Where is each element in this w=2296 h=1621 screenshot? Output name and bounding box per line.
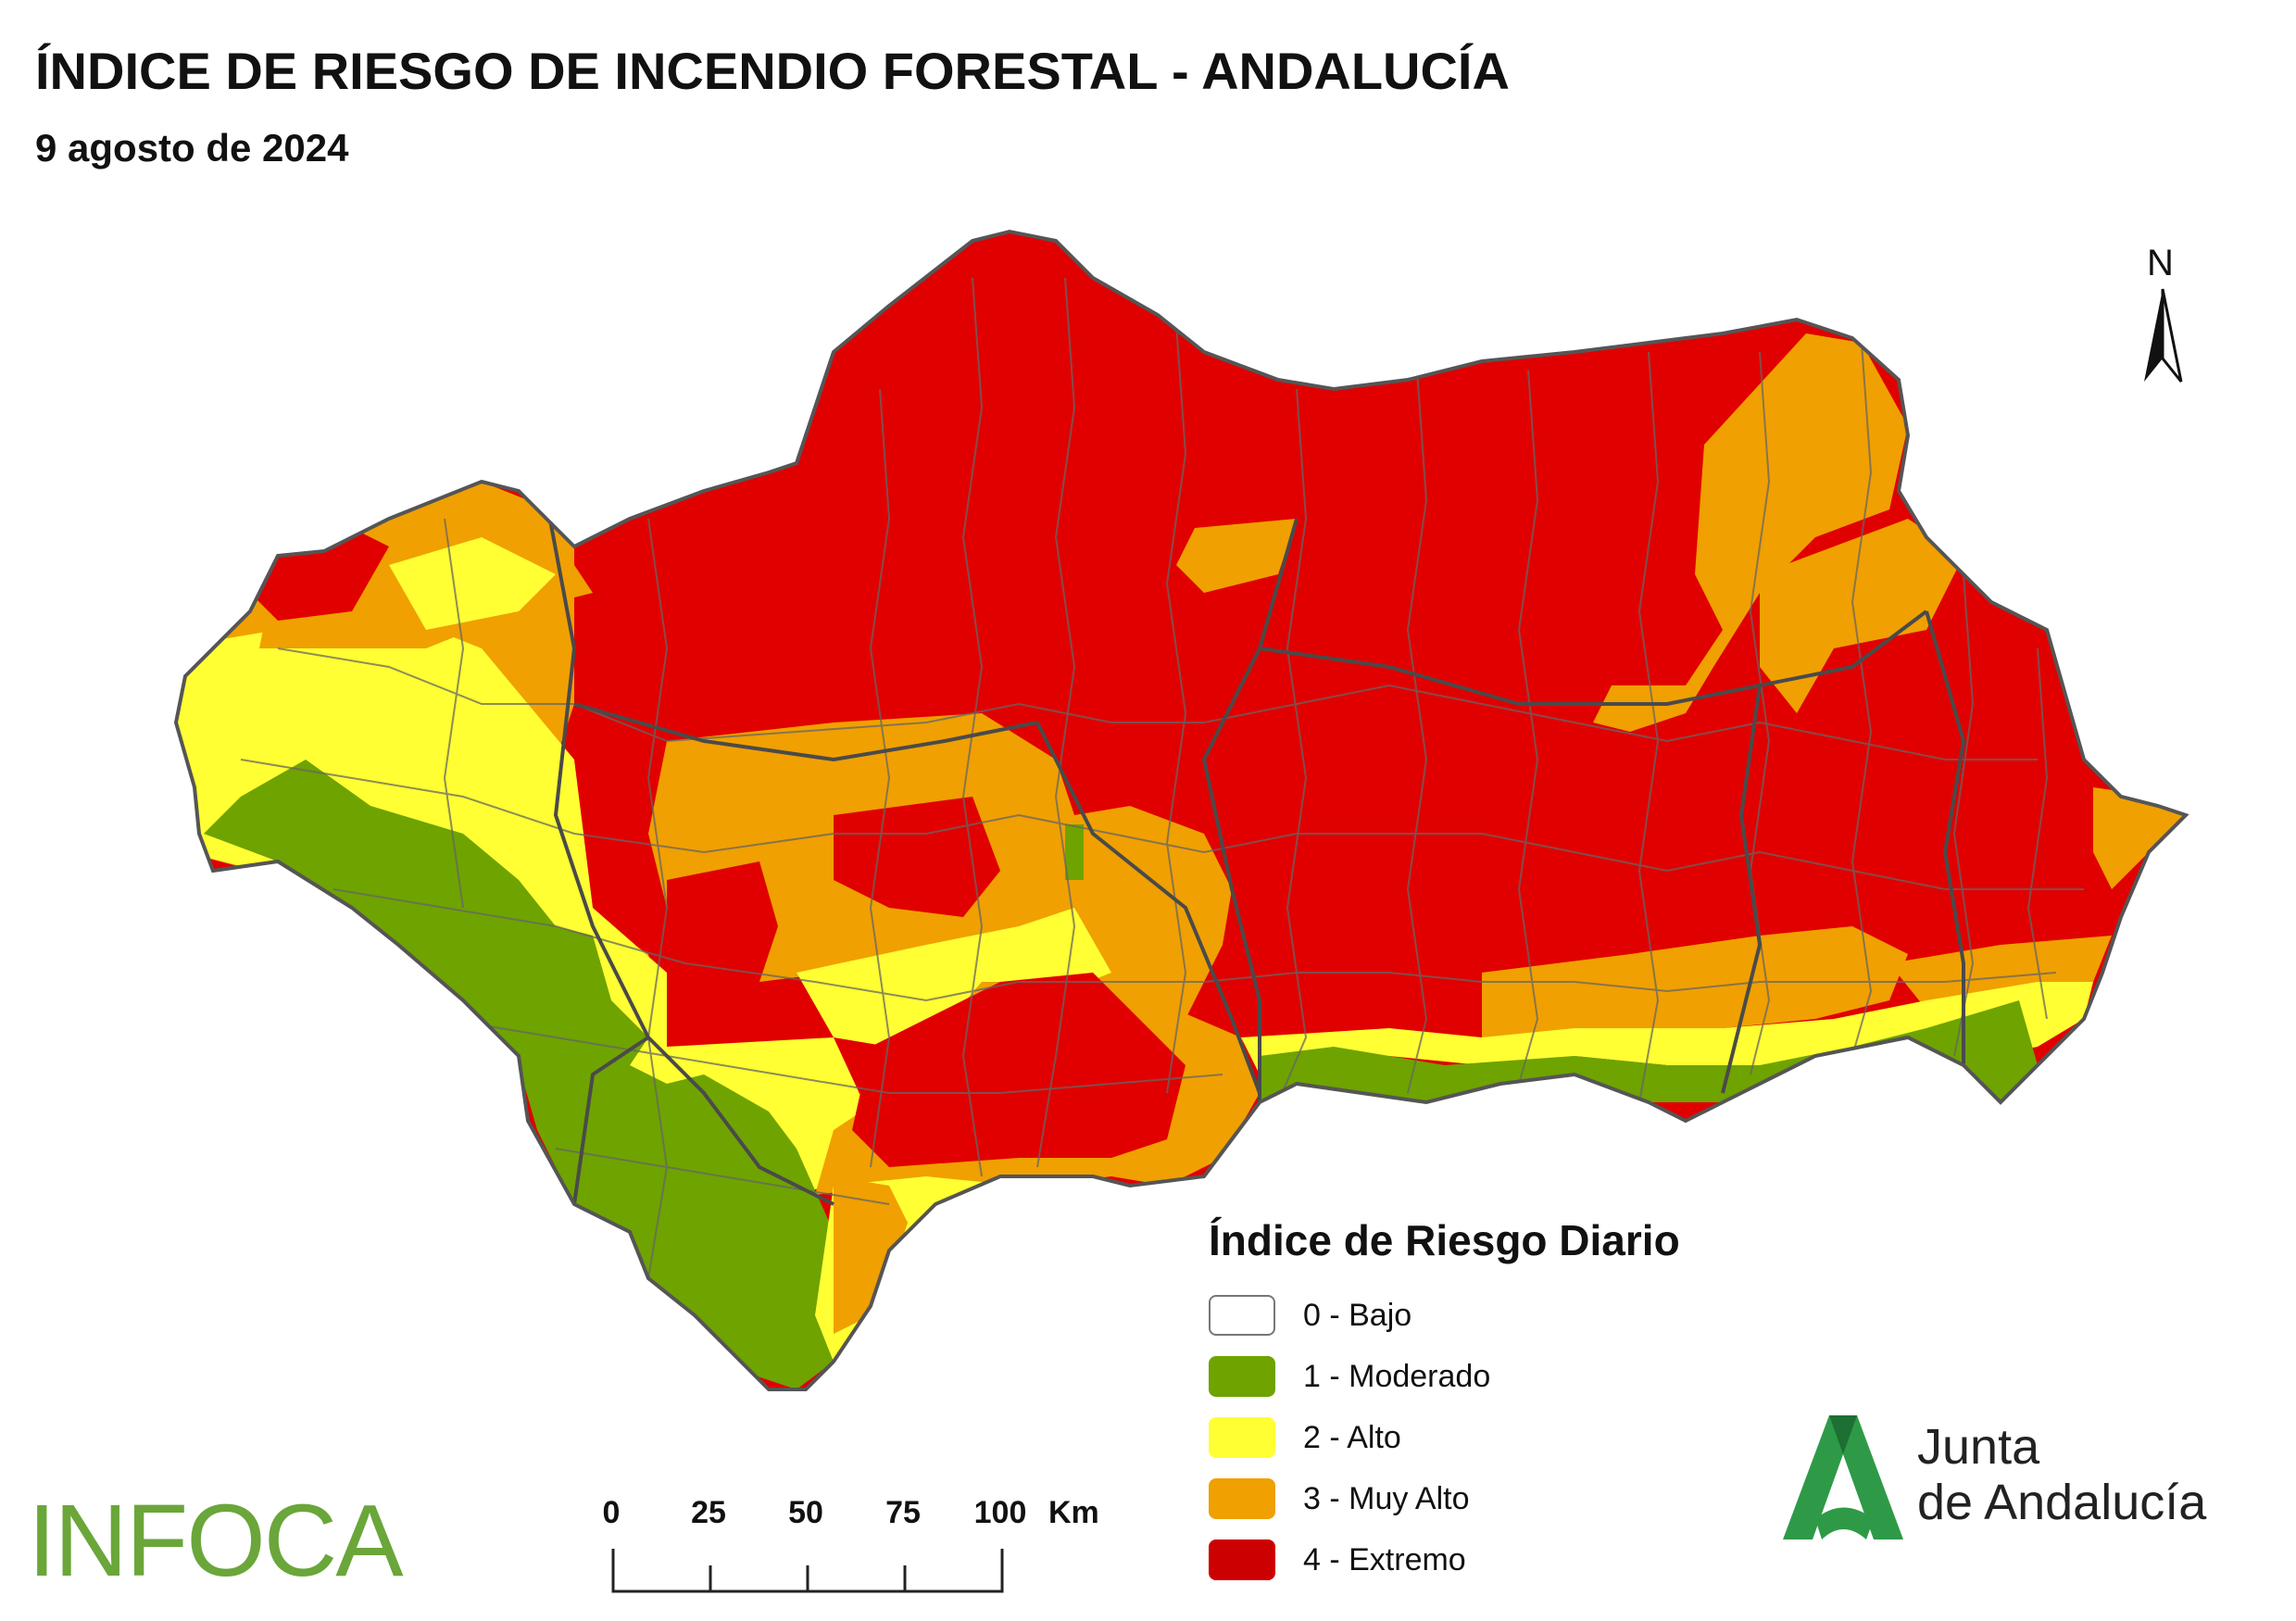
- legend-item-alto: 2 - Alto: [1209, 1415, 1857, 1460]
- legend-swatch-bajo: [1209, 1295, 1275, 1336]
- zone-muy-alto-jaen: [1176, 519, 1297, 593]
- zone-moderado-granada-coast: [1260, 1000, 2038, 1102]
- legend-label-alto: 2 - Alto: [1303, 1419, 1401, 1455]
- zone-moderado-cordoba-spot: [1065, 824, 1084, 880]
- north-arrow-icon: [2144, 288, 2183, 383]
- zone-muy-alto-almeria-east: [2093, 787, 2186, 889]
- scale-tick-25: 25: [691, 1495, 726, 1530]
- zone-alto-huelva-north: [389, 537, 556, 630]
- zone-extremo-sevilla: [667, 861, 778, 991]
- scale-unit: Km: [1048, 1495, 1099, 1530]
- scale-bar: 0 25 50 75 100 Km: [603, 1495, 1130, 1597]
- legend-swatch-moderado: [1209, 1356, 1275, 1397]
- junta-emblem-icon: [1783, 1415, 1903, 1539]
- junta-andalucia-logo: Junta de Andalucía: [1764, 1408, 2246, 1547]
- legend-item-muy-alto: 3 - Muy Alto: [1209, 1476, 1857, 1521]
- municipal-borders: [240, 277, 2084, 1279]
- legend: Índice de Riesgo Diario 0 - Bajo 1 - Mod…: [1209, 1215, 1857, 1599]
- legend-title: Índice de Riesgo Diario: [1209, 1216, 1680, 1264]
- legend-label-bajo: 0 - Bajo: [1303, 1297, 1412, 1333]
- scale-bar-line: [611, 1549, 1004, 1593]
- zone-muy-alto-cadiz-east: [834, 1176, 908, 1334]
- legend-swatch-alto: [1209, 1417, 1275, 1458]
- infoca-logo: INFOCA: [28, 1484, 404, 1598]
- scale-tick-0: 0: [602, 1495, 621, 1530]
- legend-swatch-extremo: [1209, 1539, 1275, 1580]
- zone-alto-central: [797, 908, 1111, 1047]
- map-date: 9 agosto de 2024: [35, 126, 349, 170]
- scale-tick-100: 100: [973, 1495, 1027, 1530]
- legend-label-muy-alto: 3 - Muy Alto: [1303, 1480, 1470, 1516]
- junta-name-line2: de Andalucía: [1917, 1475, 2207, 1530]
- map-title: ÍNDICE DE RIESGO DE INCENDIO FORESTAL - …: [35, 42, 1510, 100]
- zone-muy-alto-granada-east: [1760, 519, 1964, 713]
- risk-zones: [176, 232, 2186, 1389]
- province-borders: [545, 499, 1966, 1206]
- scale-tick-75: 75: [885, 1495, 921, 1530]
- north-label: N: [2147, 243, 2174, 283]
- zone-muy-alto-granada-north: [1593, 333, 1908, 732]
- scale-tick-50: 50: [788, 1495, 823, 1530]
- legend-label-extremo: 4 - Extremo: [1303, 1541, 1466, 1577]
- legend-item-moderado: 1 - Moderado: [1209, 1354, 1857, 1399]
- legend-item-extremo: 4 - Extremo: [1209, 1538, 1857, 1582]
- legend-swatch-muy-alto: [1209, 1478, 1275, 1519]
- zone-moderado-huelva: [204, 760, 834, 1389]
- zone-extremo-malaga: [852, 973, 1186, 1167]
- region-outline: [173, 229, 2189, 1391]
- junta-name-line1: Junta: [1917, 1419, 2040, 1475]
- legend-label-moderado: 1 - Moderado: [1303, 1358, 1491, 1394]
- legend-item-bajo: 0 - Bajo: [1209, 1293, 1857, 1338]
